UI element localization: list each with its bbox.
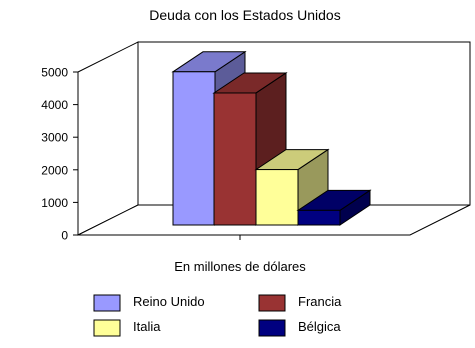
- side-wall: [77, 41, 139, 236]
- bars-group: [171, 50, 372, 226]
- legend-swatch: [93, 294, 121, 312]
- bar-front-face: [297, 209, 341, 226]
- legend-item: Italia: [93, 319, 161, 337]
- legend-label: Bélgica: [298, 319, 341, 334]
- x-axis-label: En millones de dólares: [174, 259, 306, 274]
- legend-item: Reino Unido: [93, 294, 205, 312]
- y-tick-label: 5000: [41, 66, 68, 80]
- bar-front-face: [255, 169, 299, 226]
- legend: Reino Unido Francia Italia Bélgica: [93, 294, 342, 337]
- legend-swatch: [258, 294, 286, 312]
- legend-label: Francia: [298, 294, 342, 309]
- bar-front-face: [172, 71, 216, 226]
- y-tick-label: 0: [61, 229, 68, 243]
- bar-front-face: [213, 92, 257, 226]
- legend-label: Italia: [133, 319, 161, 334]
- legend-item: Bélgica: [258, 319, 341, 337]
- legend-swatch: [258, 319, 286, 337]
- y-tick-label: 4000: [41, 98, 68, 112]
- legend-swatch: [93, 319, 121, 337]
- y-axis: 0 1000 2000 3000 4000 5000: [41, 66, 78, 243]
- chart-title: Deuda con los Estados Unidos: [149, 7, 340, 23]
- y-tick-label: 2000: [41, 163, 68, 177]
- bar-bélgica: [296, 189, 372, 226]
- y-tick-label: 3000: [41, 131, 68, 145]
- y-tick-label: 1000: [41, 196, 68, 210]
- legend-label: Reino Unido: [133, 294, 205, 309]
- legend-item: Francia: [258, 294, 342, 312]
